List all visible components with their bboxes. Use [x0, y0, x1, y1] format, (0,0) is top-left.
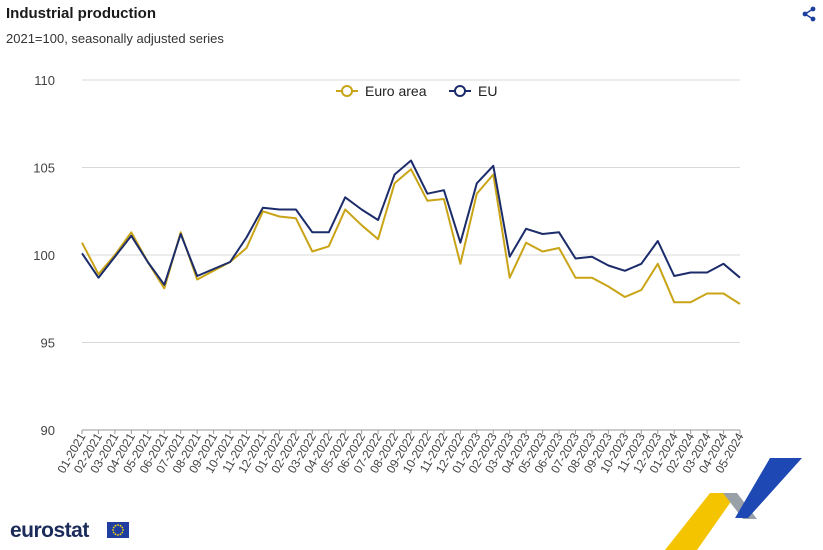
- x-axis-ticks: 01-202102-202103-202104-202105-202106-20…: [54, 430, 747, 476]
- legend-marker: [341, 85, 353, 97]
- grid-lines: [82, 79, 740, 431]
- eurostat-logo: eurostat: [10, 519, 89, 542]
- y-axis-ticks: 90 95 100 105 110: [33, 73, 55, 438]
- legend-item-eu[interactable]: EU: [449, 83, 497, 99]
- legend-label: Euro area: [365, 83, 427, 99]
- series-lines: [81, 159, 741, 305]
- share-icon[interactable]: [801, 6, 817, 22]
- legend-marker: [454, 85, 466, 97]
- y-tick-label: 95: [41, 336, 55, 351]
- y-tick-label: 90: [41, 423, 55, 438]
- chart-title: Industrial production: [6, 5, 156, 22]
- corner-decoration: [665, 458, 802, 550]
- y-tick-label: 100: [33, 248, 55, 263]
- series-line-eu: [81, 159, 741, 286]
- chart-subtitle: 2021=100, seasonally adjusted series: [6, 31, 224, 46]
- y-tick-label: 105: [33, 161, 55, 176]
- legend-label: EU: [478, 83, 497, 99]
- y-tick-label: 110: [34, 73, 55, 88]
- eu-flag-icon: [107, 522, 129, 538]
- legend-item-euro-area[interactable]: Euro area: [336, 83, 427, 99]
- legend: Euro area EU: [336, 83, 497, 99]
